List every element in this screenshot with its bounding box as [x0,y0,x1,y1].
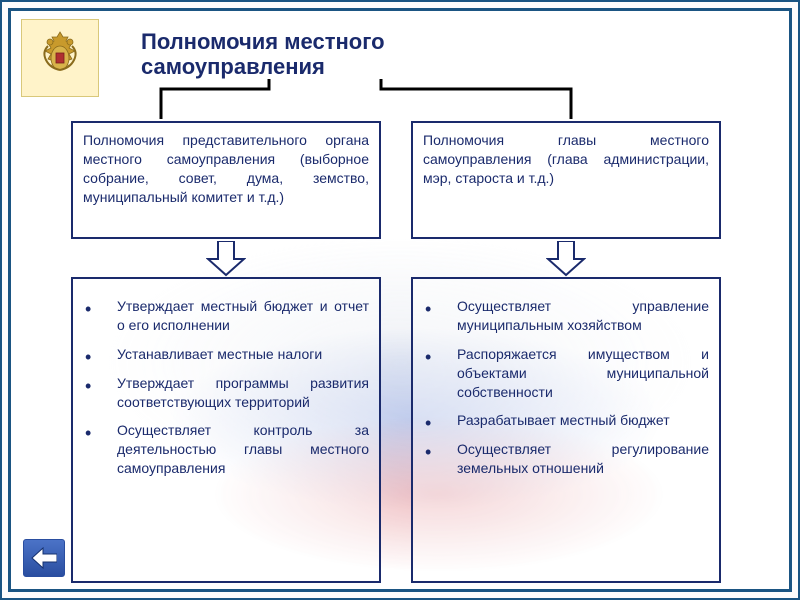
list-item: Осуществляет регулирование земельных отн… [423,440,709,478]
list-item-text: Осуществляет контроль за деятельностью г… [117,422,369,476]
list-item-text: Утверждает программы развития соответств… [117,375,369,410]
right-bullet-list: Осуществляет управление муниципальным хо… [423,297,709,478]
arrow-left-down-icon [206,241,246,277]
connector-title-left [151,79,281,123]
list-item-text: Утверждает местный бюджет и отчет о его … [117,298,369,333]
arrow-left-icon [31,547,57,569]
inner-frame: Полномочия местногосамоуправления Полном… [8,8,792,592]
outer-frame: Полномочия местногосамоуправления Полном… [0,0,800,600]
list-item: Утверждает местный бюджет и отчет о его … [83,297,369,335]
list-item: Осуществляет контроль за деятельностью г… [83,421,369,478]
list-item-text: Осуществляет регулирование земельных отн… [457,441,709,476]
left-body-box: Утверждает местный бюджет и отчет о его … [71,277,381,583]
list-item: Разрабатывает местный бюджет [423,411,709,430]
list-item-text: Устанавливает местные налоги [117,346,322,362]
list-item-text: Разрабатывает местный бюджет [457,412,670,428]
list-item: Осуществляет управление муниципальным хо… [423,297,709,335]
list-item-text: Осуществляет управление муниципальным хо… [457,298,709,333]
page-title: Полномочия местногосамоуправления [141,29,385,80]
list-item-text: Распоряжается имуществом и объектами мун… [457,346,709,400]
right-header-box: Полномочия главы местного самоуправления… [411,121,721,239]
russia-coat-of-arms-icon [21,19,99,97]
list-item: Устанавливает местные налоги [83,345,369,364]
back-button[interactable] [23,539,65,577]
arrow-right-down-icon [546,241,586,277]
left-header-box: Полномочия представительного органа мест… [71,121,381,239]
list-item: Утверждает программы развития соответств… [83,374,369,412]
left-header-text: Полномочия представительного органа мест… [83,132,369,205]
left-bullet-list: Утверждает местный бюджет и отчет о его … [83,297,369,478]
right-body-box: Осуществляет управление муниципальным хо… [411,277,721,583]
list-item: Распоряжается имуществом и объектами мун… [423,345,709,402]
title-line1: Полномочия местногосамоуправления [141,29,385,79]
right-header-text: Полномочия главы местного самоуправления… [423,132,709,186]
connector-title-right [371,79,591,123]
